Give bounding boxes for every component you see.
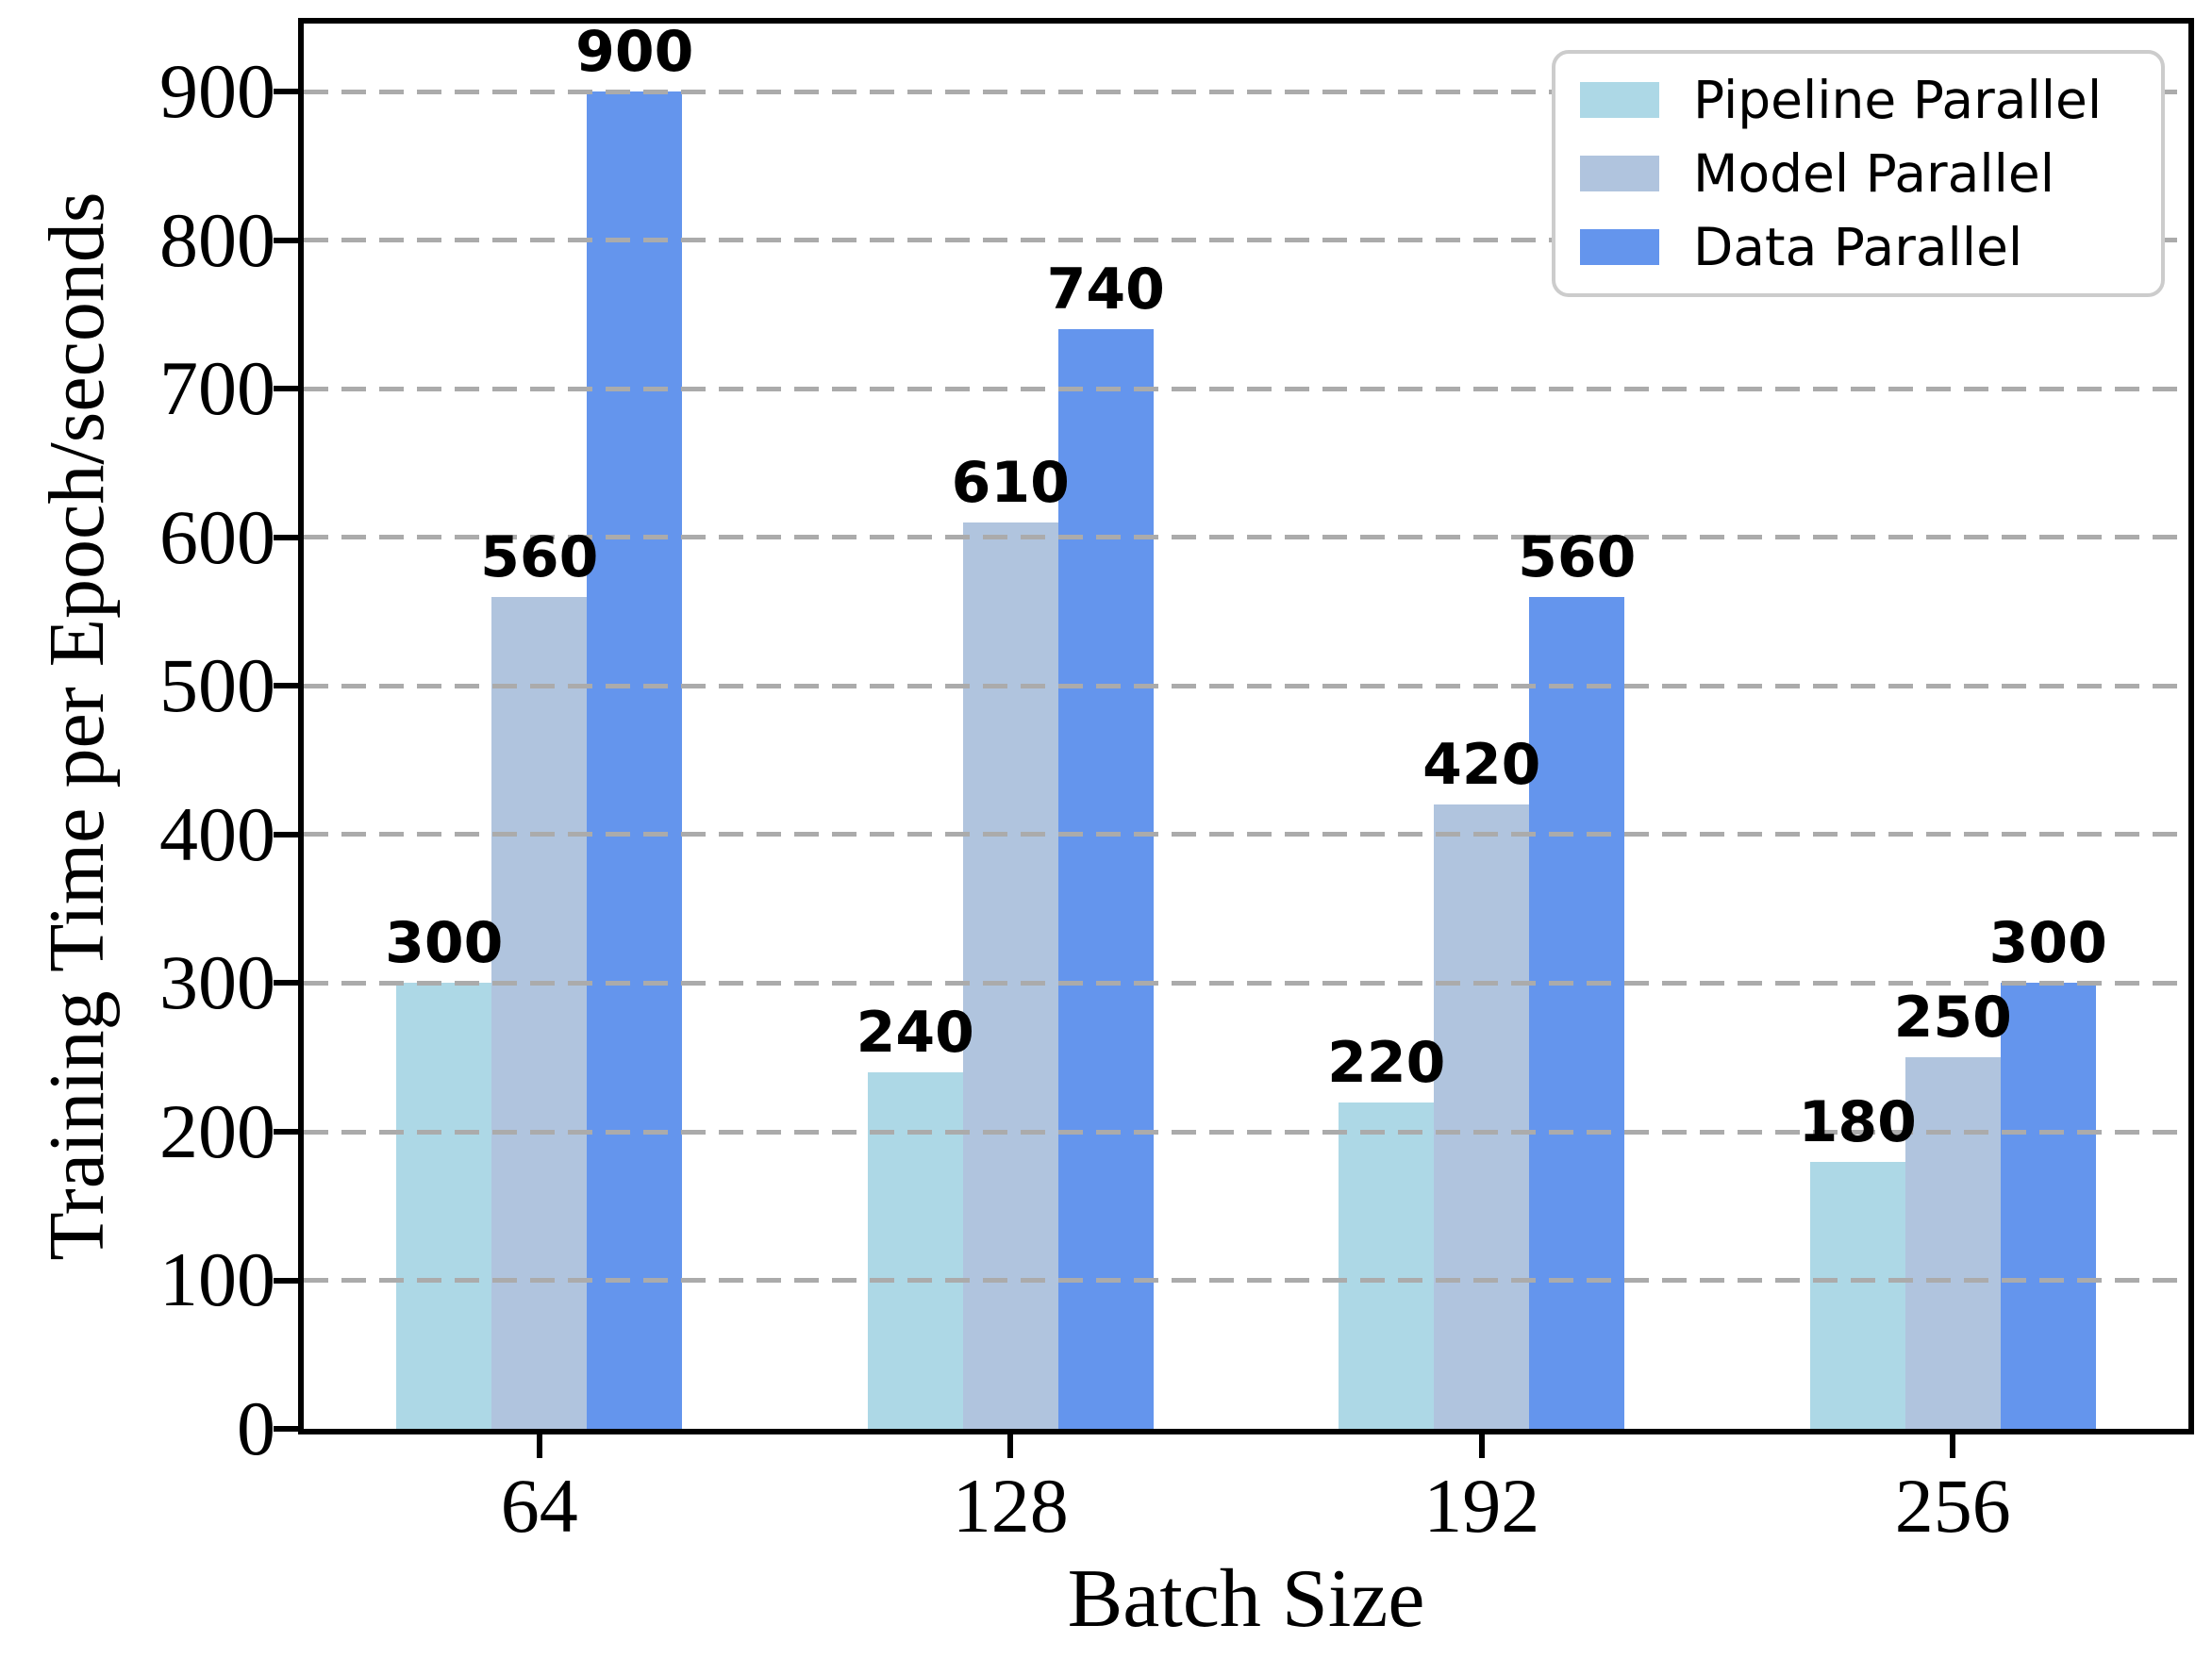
y-tick-label-900: 900	[159, 48, 275, 135]
bar-value-label-pipeline-parallel-192: 220	[1327, 1029, 1446, 1096]
gridline-y-300	[304, 980, 2188, 986]
bar-data-parallel-192	[1529, 596, 1625, 1429]
bar-data-parallel-128	[1057, 329, 1154, 1429]
x-tick-label-64: 64	[500, 1463, 578, 1549]
bar-value-label-model-parallel-128: 610	[951, 450, 1070, 517]
y-tick-label-700: 700	[159, 345, 275, 432]
bar-data-parallel-256	[2000, 983, 2096, 1429]
x-tick-label-256: 256	[1894, 1463, 2011, 1549]
y-tick-label-600: 600	[159, 493, 275, 580]
bar-pipeline-parallel-128	[867, 1072, 963, 1429]
y-tick-label-200: 200	[159, 1087, 275, 1174]
bar-model-parallel-64	[491, 596, 588, 1429]
gridline-y-700	[304, 386, 2188, 391]
y-tick-200	[274, 1129, 298, 1135]
y-tick-500	[274, 683, 298, 689]
x-tick-128	[1007, 1434, 1014, 1458]
bar-value-label-pipeline-parallel-128: 240	[856, 1000, 974, 1066]
bar-value-label-data-parallel-128: 740	[1046, 257, 1165, 323]
y-axis-spine-left	[298, 18, 304, 1434]
bar-value-label-model-parallel-256: 250	[1893, 985, 2012, 1052]
plot-area: 300 560 900 240 610 740 220 420 560 180 250 300	[274, 18, 2194, 1458]
bar-pipeline-parallel-256	[1809, 1161, 1905, 1429]
x-tick-192	[1478, 1434, 1485, 1458]
y-tick-label-800: 800	[159, 196, 275, 283]
legend-item-data-parallel: Data Parallel	[1578, 210, 2138, 284]
gridline-y-400	[304, 832, 2188, 837]
x-axis-spine-bottom	[298, 1429, 2194, 1434]
bar-model-parallel-256	[1904, 1057, 2001, 1429]
bar-model-parallel-192	[1434, 804, 1530, 1429]
gridline-y-200	[304, 1129, 2188, 1135]
legend-item-pipeline-parallel: Pipeline Parallel	[1578, 63, 2138, 137]
bar-value-label-model-parallel-192: 420	[1422, 732, 1541, 799]
x-axis-spine-top	[298, 18, 2194, 24]
bar-pipeline-parallel-64	[396, 983, 492, 1429]
x-tick-label-192: 192	[1423, 1463, 1540, 1549]
y-tick-label-400: 400	[159, 790, 275, 877]
bar-pipeline-parallel-192	[1339, 1102, 1435, 1429]
legend-item-model-parallel: Model Parallel	[1578, 137, 2138, 210]
bar-value-label-model-parallel-64: 560	[480, 523, 599, 590]
y-tick-300	[274, 980, 298, 987]
bar-value-label-pipeline-parallel-256: 180	[1798, 1088, 1917, 1155]
y-tick-0	[274, 1426, 298, 1432]
y-tick-400	[274, 831, 298, 837]
legend: Pipeline Parallel Model Parallel Data Para…	[1552, 50, 2165, 297]
y-tick-600	[274, 534, 298, 540]
y-tick-label-500: 500	[159, 642, 275, 729]
x-axis-title: Batch Size	[1067, 1553, 1425, 1645]
y-axis-spine-right	[2188, 18, 2194, 1434]
y-axis-title: Training Time per Epoch/seconds	[33, 191, 121, 1261]
bar-model-parallel-128	[962, 522, 1058, 1429]
gridline-y-500	[304, 683, 2188, 688]
gridline-y-800	[304, 238, 2188, 243]
gridline-y-100	[304, 1278, 2188, 1283]
y-tick-100	[274, 1277, 298, 1284]
y-tick-800	[274, 237, 298, 243]
x-tick-64	[536, 1434, 542, 1458]
x-tick-256	[1950, 1434, 1956, 1458]
legend-label: Pipeline Parallel	[1693, 69, 2103, 130]
y-tick-label-100: 100	[159, 1236, 275, 1323]
x-tick-label-128: 128	[952, 1463, 1069, 1549]
y-tick-label-0: 0	[237, 1385, 275, 1471]
gridline-y-600	[304, 535, 2188, 540]
legend-label: Data Parallel	[1693, 216, 2023, 277]
y-tick-700	[274, 386, 298, 392]
bar-data-parallel-64	[587, 91, 683, 1429]
legend-swatch-icon	[1580, 229, 1659, 265]
bar-value-label-data-parallel-256: 300	[1988, 910, 2107, 977]
bar-value-label-data-parallel-192: 560	[1518, 523, 1637, 590]
y-tick-label-300: 300	[159, 939, 275, 1026]
gridline-y-900	[304, 89, 2188, 94]
legend-swatch-icon	[1580, 82, 1659, 118]
bar-value-label-data-parallel-64: 900	[575, 19, 694, 86]
legend-swatch-icon	[1580, 156, 1659, 191]
y-tick-900	[274, 89, 298, 95]
legend-label: Model Parallel	[1693, 142, 2055, 204]
bar-value-label-pipeline-parallel-64: 300	[385, 910, 504, 977]
